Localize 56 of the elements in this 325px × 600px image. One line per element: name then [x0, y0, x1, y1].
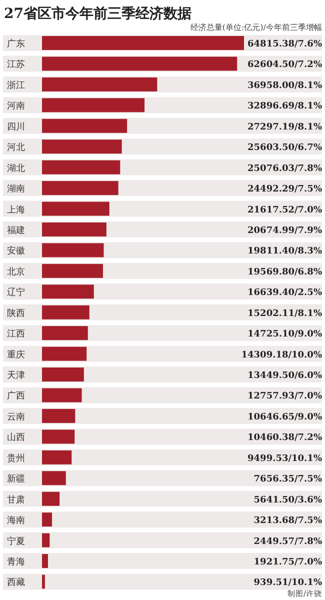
y-tick-label: 甘肃: [7, 494, 25, 506]
y-tick-label: 山西: [7, 432, 25, 444]
data-label: 32896.69/8.1%: [248, 102, 322, 112]
y-tick-label: 西藏: [7, 577, 25, 588]
data-label: 62604.50/7.2%: [248, 60, 322, 70]
data-label: 24492.29/7.5%: [248, 184, 322, 195]
y-tick-label: 江苏: [7, 59, 25, 70]
data-label: 3213.68/7.5%: [254, 516, 322, 526]
y-tick-label: 浙江: [7, 80, 25, 91]
y-tick-label: 宁夏: [7, 536, 25, 547]
data-label: 20674.99/7.9%: [248, 226, 322, 236]
y-tick-label: 福建: [7, 224, 25, 236]
y-tick-label: 青海: [7, 556, 25, 568]
y-tick-label: 云南: [7, 411, 25, 422]
data-label: 2449.57/7.8%: [254, 536, 322, 547]
chart-subtitle: 经济总量(单位:亿元)/今年前三季增幅: [190, 23, 322, 32]
y-tick-label: 湖南: [7, 184, 25, 195]
data-label: 13449.50/6.0%: [248, 371, 322, 382]
data-label: 5641.50/3.6%: [254, 495, 322, 506]
data-label: 15202.11/8.1%: [248, 308, 322, 319]
data-label: 21617.52/7.0%: [248, 205, 322, 216]
data-label: 14725.10/9.0%: [248, 330, 322, 340]
data-label: 12757.93/7.0%: [248, 392, 322, 402]
data-label: 27297.19/8.1%: [248, 122, 322, 132]
data-label: 9499.53/10.1%: [248, 454, 322, 464]
data-label: 25603.50/6.7%: [248, 143, 322, 154]
chart-title: 27省区市今年前三季经济数据: [4, 5, 192, 22]
y-tick-label: 北京: [7, 266, 25, 278]
y-tick-label: 辽宁: [7, 287, 25, 298]
y-tick-label: 河南: [7, 100, 25, 112]
data-label: 19569.80/6.8%: [248, 267, 322, 278]
y-tick-label: 四川: [7, 121, 25, 132]
y-tick-label: 贵州: [7, 452, 25, 464]
data-label: 16639.40/2.5%: [248, 288, 322, 298]
data-label: 10460.38/7.2%: [248, 433, 322, 444]
y-tick-label: 重庆: [7, 349, 25, 360]
data-label: 939.51/10.1%: [254, 578, 322, 588]
data-label: 14309.18/10.0%: [241, 350, 322, 360]
y-tick-label: 上海: [7, 204, 25, 216]
data-label: 64815.38/7.6%: [248, 40, 322, 50]
data-label: 36958.00/8.1%: [248, 80, 322, 91]
data-label: 19811.40/8.3%: [248, 246, 322, 257]
y-tick-label: 湖北: [7, 162, 25, 174]
y-tick-label: 海南: [7, 515, 25, 526]
y-tick-label: 安徽: [7, 246, 25, 257]
y-tick-label: 广西: [7, 390, 25, 402]
data-label: 1921.75/7.0%: [254, 558, 322, 568]
data-label: 25076.03/7.8%: [248, 164, 322, 174]
y-tick-label: 陕西: [7, 308, 25, 319]
data-label: 7656.35/7.5%: [254, 474, 322, 485]
y-tick-label: 天津: [7, 370, 25, 382]
y-tick-label: 新疆: [7, 474, 25, 485]
y-tick-label: 广东: [7, 38, 25, 50]
data-label: 10646.65/9.0%: [248, 412, 322, 422]
y-tick-label: 河北: [7, 142, 25, 154]
y-tick-label: 江西: [7, 328, 25, 340]
